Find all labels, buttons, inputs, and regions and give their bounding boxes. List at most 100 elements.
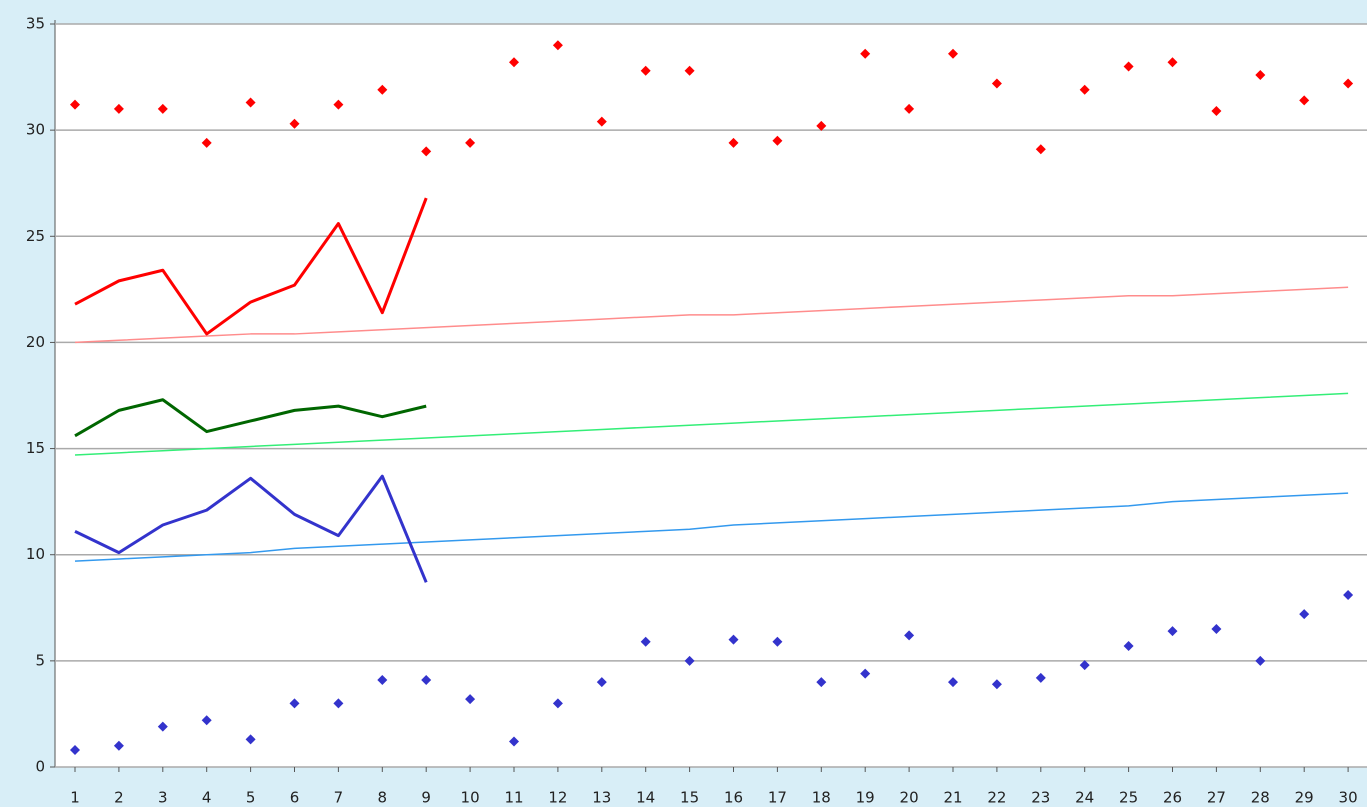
plot-area [55,24,1367,767]
marker [1167,57,1178,68]
y-tick-label: 15 [26,439,45,457]
x-tick-label: 7 [334,789,344,807]
marker [904,103,915,114]
line [74,392,1349,456]
x-tick-label: 19 [856,789,875,807]
x-tick-label: 6 [290,789,300,807]
x-tick-label: 30 [1339,789,1358,807]
x-tick-label: 23 [1031,789,1050,807]
x-tick-label: 27 [1207,789,1226,807]
marker [991,679,1002,690]
marker [1255,655,1266,666]
marker [596,677,607,688]
marker [70,745,80,756]
marker [1211,624,1222,635]
x-tick-label: 29 [1295,789,1314,807]
marker [201,715,212,726]
marker [948,48,958,59]
x-tick-label: 10 [461,789,480,807]
x-tick-label: 25 [1119,789,1138,807]
x-tick-label: 22 [987,789,1006,807]
marker [1343,590,1354,601]
marker [772,636,783,647]
marker [1079,660,1090,671]
marker [289,118,300,129]
y-tick-label: 25 [26,227,45,245]
marker [816,677,827,688]
marker [421,674,432,685]
y-tick-label: 10 [26,545,45,563]
marker [333,99,344,110]
marker [1299,609,1310,620]
marker [157,103,168,114]
marker [377,84,388,95]
x-tick-label: 17 [768,789,787,807]
marker [1299,95,1310,106]
x-tick-label: 5 [246,789,256,807]
x-tick-label: 9 [421,789,431,807]
marker [289,698,300,709]
x-tick-label: 28 [1251,789,1270,807]
marker [1211,106,1222,117]
marker [596,116,607,127]
x-tick-label: 21 [943,789,962,807]
marker [1255,69,1266,80]
line [74,474,428,583]
y-tick-label: 0 [35,758,45,776]
marker [860,48,871,59]
marker [70,99,80,110]
y-tick-label: 5 [35,651,45,669]
marker [640,65,651,76]
marker [1123,61,1134,72]
y-tick-label: 30 [26,121,45,139]
marker [333,698,344,709]
x-tick-label: 20 [900,789,919,807]
marker [860,668,871,679]
marker [552,40,563,51]
x-tick-label: 12 [548,789,567,807]
marker [201,137,212,148]
marker [509,57,519,68]
x-tick-label: 26 [1163,789,1182,807]
marker [552,698,563,709]
line [74,492,1349,562]
y-tick-label: 20 [26,333,45,351]
marker [640,636,651,647]
x-tick-label: 1 [70,789,80,807]
x-tick-label: 3 [158,789,168,807]
marker [509,736,519,747]
marker [465,137,476,148]
line [74,286,1349,344]
x-tick-label: 2 [114,789,124,807]
marker [1079,84,1090,95]
marker [991,78,1002,89]
x-tick-label: 18 [812,789,831,807]
marker [465,694,476,705]
marker [728,634,739,645]
marker [157,721,168,732]
marker [1167,626,1178,637]
x-tick-label: 13 [592,789,611,807]
marker [245,734,256,745]
marker [1123,640,1134,651]
line [74,197,428,336]
x-tick-label: 16 [724,789,743,807]
marker [948,677,958,688]
marker [772,135,783,146]
marker [684,65,695,76]
marker [245,97,256,108]
line [74,398,427,438]
y-tick-label: 35 [26,15,45,33]
x-tick-label: 4 [202,789,212,807]
marker [728,137,739,148]
x-tick-label: 11 [504,789,523,807]
marker [1035,144,1046,155]
marker [1035,672,1046,683]
marker [904,630,915,641]
x-tick-label: 8 [378,789,388,807]
x-tick-label: 15 [680,789,699,807]
marker [684,655,695,666]
marker [1343,78,1354,89]
marker [377,674,388,685]
